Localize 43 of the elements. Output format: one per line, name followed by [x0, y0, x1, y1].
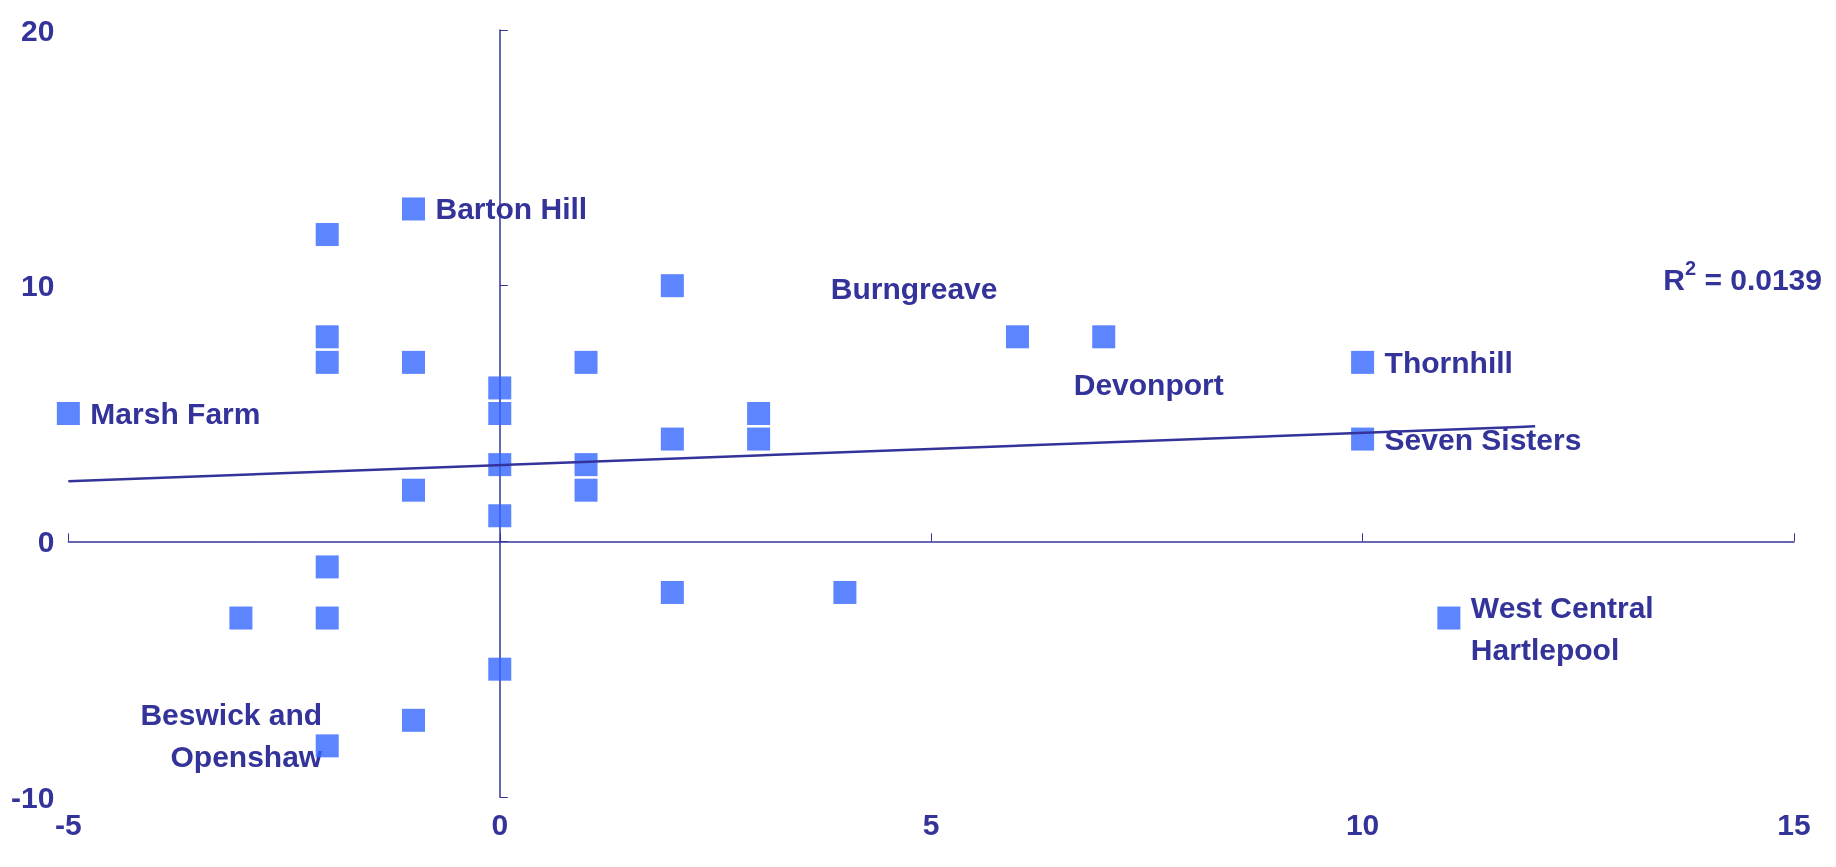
annotation: Burngreave	[830, 272, 998, 306]
annotation: West Central Hartlepool	[1470, 590, 1654, 666]
point	[401, 708, 425, 732]
y-tick-label: 10	[20, 269, 55, 303]
y-tick-label: -10	[11, 780, 55, 814]
point	[315, 325, 339, 349]
point	[574, 478, 598, 502]
annotation: Devonport	[1073, 368, 1224, 402]
point	[747, 402, 771, 425]
point	[315, 223, 339, 247]
annotation: Marsh Farm	[90, 397, 261, 430]
point	[401, 197, 425, 221]
annotation: Thornhill	[1384, 345, 1513, 379]
point	[315, 606, 339, 630]
point	[660, 274, 684, 298]
annotation: Beswick and Openshaw	[140, 698, 323, 774]
point	[1437, 606, 1461, 630]
point	[488, 657, 512, 681]
point	[488, 504, 512, 528]
x-tick-label: 5	[922, 807, 940, 841]
point	[56, 402, 80, 425]
x-tick-label: -5	[55, 807, 82, 841]
point	[315, 555, 339, 579]
point	[401, 478, 425, 502]
x-tick-label: 10	[1345, 807, 1380, 841]
y-tick-label: 0	[37, 524, 55, 558]
y-tick-label: 20	[20, 13, 55, 47]
x-tick-label: 0	[491, 807, 509, 841]
annotation: Seven Sisters	[1384, 422, 1582, 456]
point	[833, 580, 857, 604]
point	[660, 580, 684, 604]
point	[229, 606, 253, 630]
point	[1005, 325, 1029, 349]
x-tick-label: 15	[1777, 807, 1811, 841]
point	[1351, 350, 1375, 374]
point	[488, 402, 512, 425]
point	[401, 350, 425, 374]
point	[1092, 325, 1116, 349]
point	[488, 376, 512, 400]
point	[315, 350, 339, 374]
point	[660, 427, 684, 451]
point	[574, 350, 598, 374]
point	[747, 427, 771, 451]
